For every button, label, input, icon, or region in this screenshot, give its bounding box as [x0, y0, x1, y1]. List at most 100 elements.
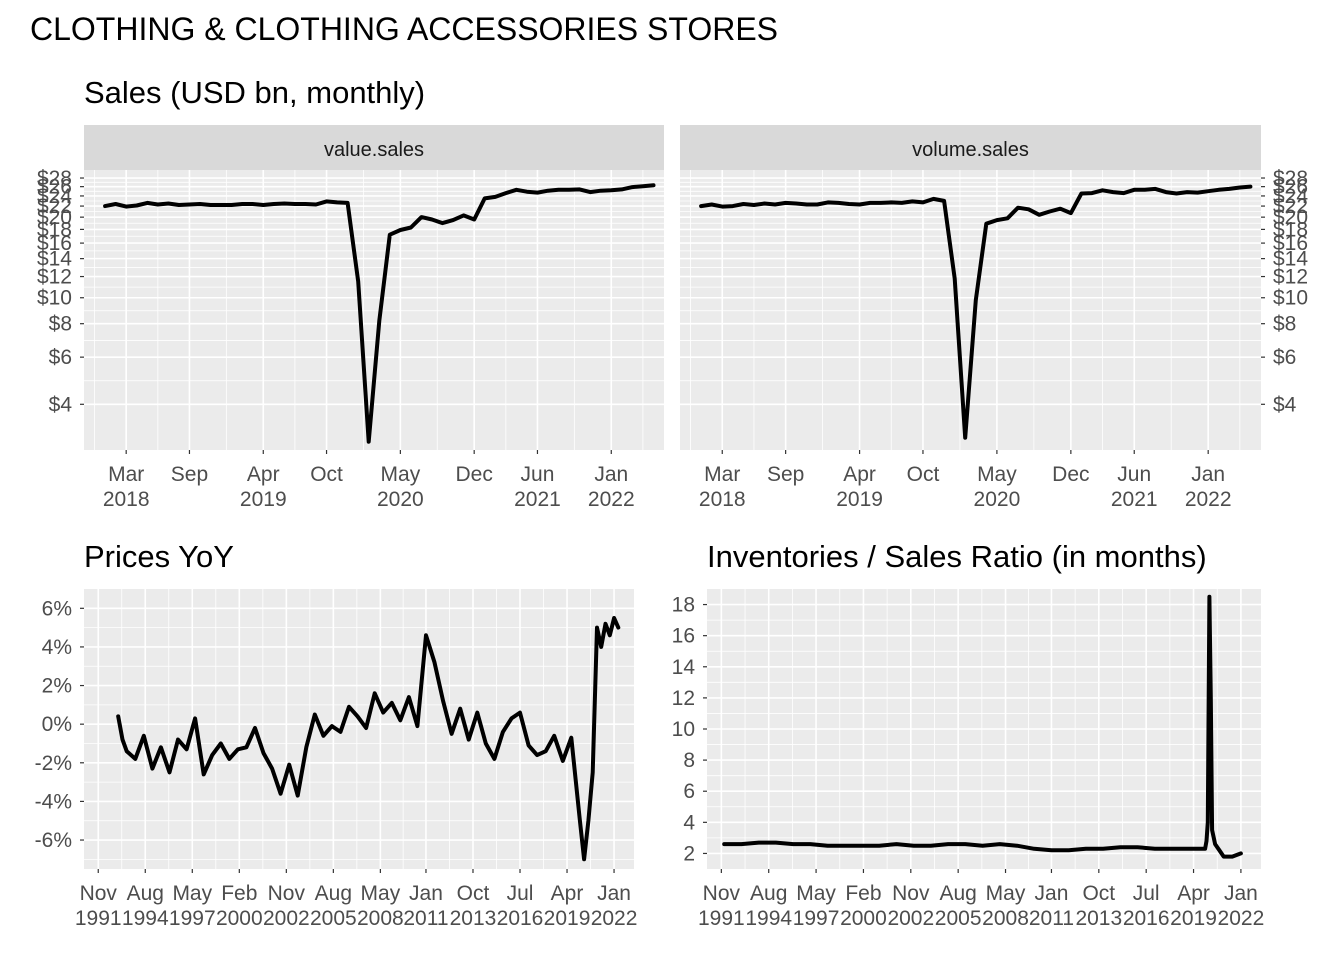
prices-panel: -6%-4%-2%0%2%4%6%Nov1991Aug1994May1997Fe… [35, 589, 638, 930]
facet-strip-label: volume.sales [912, 139, 1029, 161]
x-tick-label: May [986, 882, 1026, 905]
x-tick-label: Oct [1082, 882, 1115, 905]
x-tick-label: Jan [409, 882, 443, 905]
x-tick-label: 2022 [1185, 488, 1232, 511]
x-tick-label: Oct [310, 463, 343, 486]
y-tick-label: 0% [42, 713, 72, 736]
y-tick-label: 2% [42, 675, 72, 698]
y-tick-label: $20 [1273, 206, 1308, 229]
volume-sales-panel: $4$6$8$10$12$14$16$18$20$22$24$26$28Mar2… [680, 167, 1308, 511]
x-tick-label: 2018 [699, 488, 746, 511]
x-tick-label: 2022 [591, 907, 638, 930]
x-tick-label: Aug [127, 882, 164, 905]
x-tick-label: Jan [597, 882, 631, 905]
x-tick-label: Apr [843, 463, 876, 486]
y-tick-label: $18 [37, 218, 72, 241]
x-tick-label: Feb [221, 882, 257, 905]
y-tick-label: $24 [37, 185, 72, 208]
y-tick-label: $16 [37, 232, 72, 255]
x-tick-label: Sep [767, 463, 804, 486]
x-tick-label: 1997 [793, 907, 840, 930]
x-tick-label: Sep [171, 463, 208, 486]
x-tick-label: Jun [1117, 463, 1151, 486]
inventories-panel: 24681012141618Nov1991Aug1994May1997Feb20… [672, 589, 1265, 930]
y-tick-label: 6% [42, 597, 72, 620]
sales-chart-title: Sales (USD bn, monthly) [84, 75, 425, 110]
x-tick-label: Apr [551, 882, 584, 905]
panel-background [84, 589, 634, 869]
x-tick-label: 1997 [169, 907, 216, 930]
prices-yoy-line [116, 616, 621, 862]
x-tick-label: May [381, 463, 421, 486]
x-tick-label: 2008 [357, 907, 404, 930]
x-tick-label: 2005 [935, 907, 982, 930]
x-tick-label: May [361, 882, 401, 905]
x-tick-label: Nov [80, 882, 118, 905]
x-tick-label: 2013 [1075, 907, 1122, 930]
x-tick-label: Nov [892, 882, 930, 905]
x-tick-label: 2019 [544, 907, 591, 930]
y-tick-label: $12 [1273, 266, 1308, 289]
facet-strip [680, 125, 1261, 170]
x-tick-label: Nov [703, 882, 741, 905]
x-tick-label: 2016 [497, 907, 544, 930]
y-tick-label: -6% [35, 829, 72, 852]
x-tick-label: Dec [456, 463, 493, 486]
y-tick-label: $6 [1273, 346, 1296, 369]
y-tick-label: $12 [37, 266, 72, 289]
x-tick-label: May [172, 882, 212, 905]
x-tick-label: 2011 [403, 907, 448, 930]
x-tick-label: Jan [1035, 882, 1069, 905]
x-tick-label: 2018 [103, 488, 150, 511]
y-tick-label: $22 [37, 195, 72, 218]
y-tick-label: 12 [672, 687, 695, 710]
y-tick-label: 4% [42, 636, 72, 659]
x-tick-label: Oct [907, 463, 940, 486]
x-tick-label: 1994 [122, 907, 169, 930]
y-tick-label: $14 [37, 248, 72, 271]
y-tick-label: $22 [1273, 195, 1308, 218]
y-tick-label: $28 [37, 167, 72, 190]
y-tick-label: 14 [672, 656, 696, 679]
x-tick-label: Jan [594, 463, 628, 486]
y-tick-label: 2 [683, 842, 695, 865]
y-tick-label: $10 [1273, 287, 1308, 310]
y-tick-label: 10 [672, 718, 695, 741]
x-tick-label: 2000 [216, 907, 263, 930]
x-tick-label: Apr [247, 463, 280, 486]
x-tick-label: Nov [268, 882, 306, 905]
y-tick-label: $8 [49, 313, 72, 336]
y-tick-label: -4% [35, 790, 72, 813]
x-tick-label: 2002 [263, 907, 310, 930]
x-tick-label: 2022 [588, 488, 635, 511]
x-tick-label: Aug [939, 882, 976, 905]
value-sales-panel: $4$6$8$10$12$14$16$18$20$22$24$26$28Mar2… [37, 167, 664, 511]
y-tick-label: $16 [1273, 232, 1308, 255]
y-tick-label: $8 [1273, 313, 1296, 336]
x-tick-label: 1991 [698, 907, 745, 930]
x-tick-label: Jul [507, 882, 534, 905]
x-tick-label: Dec [1052, 463, 1089, 486]
x-tick-label: Mar [108, 463, 144, 486]
x-tick-label: Oct [457, 882, 490, 905]
inventories-chart-title: Inventories / Sales Ratio (in months) [707, 539, 1207, 574]
y-tick-label: 8 [683, 749, 695, 772]
figure-title: CLOTHING & CLOTHING ACCESSORIES STORES [30, 11, 778, 47]
x-tick-label: 2000 [840, 907, 887, 930]
facet-strip-label: value.sales [324, 139, 424, 161]
x-tick-label: Jan [1224, 882, 1258, 905]
x-tick-label: 2016 [1123, 907, 1170, 930]
x-tick-label: May [796, 882, 836, 905]
y-tick-label: -2% [35, 752, 72, 775]
inventories-ratio-line [722, 594, 1243, 859]
x-tick-label: 2019 [1170, 907, 1217, 930]
x-tick-label: 2002 [887, 907, 934, 930]
y-tick-label: $14 [1273, 248, 1308, 271]
x-tick-label: 2013 [450, 907, 497, 930]
y-tick-label: $28 [1273, 167, 1308, 190]
x-tick-label: 2022 [1218, 907, 1265, 930]
x-tick-label: 2005 [310, 907, 357, 930]
y-tick-label: $4 [49, 393, 73, 416]
x-tick-label: 2020 [974, 488, 1021, 511]
